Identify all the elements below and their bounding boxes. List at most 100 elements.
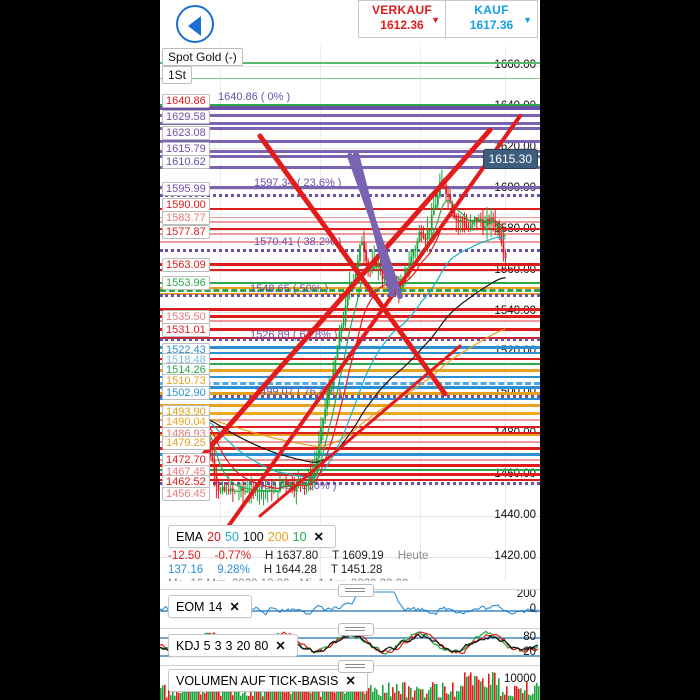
panel-resize-handle[interactable] <box>338 660 374 673</box>
sr-line <box>160 227 540 230</box>
fib-label: 1499.07 ( 76.4% ) <box>254 386 342 398</box>
sell-label: VERKAUF <box>371 3 433 17</box>
kdj-close-icon[interactable]: ✕ <box>275 639 286 653</box>
kdj-indicator-pill[interactable]: KDJ 5 3 3 20 80 ✕ <box>168 634 298 657</box>
kdj-param-3: 3 <box>225 639 233 653</box>
fib-line <box>160 395 540 399</box>
price-level-tag[interactable]: 1456.45 <box>162 487 210 501</box>
volume-scale-label: 10000 <box>504 673 536 685</box>
ema-period-10: 10 <box>292 530 307 544</box>
ema-label: EMA <box>176 530 204 544</box>
ema-close-icon[interactable]: ✕ <box>313 530 325 544</box>
sr-line <box>160 441 540 443</box>
stats-row-period: 137.16 9.28% H 1644.28 T 1451.28 <box>168 564 396 576</box>
sr-line <box>160 478 540 481</box>
sr-line <box>160 140 540 144</box>
date-range-label: Mo. 16 Mrz. 2020 12:00 - Mi. 1 Apr. 2020… <box>168 578 408 581</box>
sr-line <box>160 78 540 80</box>
fib-line <box>160 249 540 253</box>
kdj-scale-80: 80 <box>523 631 536 643</box>
fib-label: 1640.86 ( 0% ) <box>218 91 291 103</box>
price-level-tag[interactable]: 1595.99 <box>162 182 210 196</box>
eom-indicator-pill[interactable]: EOM 14 ✕ <box>168 595 252 618</box>
kdj-label: KDJ <box>176 639 200 653</box>
price-level-tag[interactable]: 1553.96 <box>162 276 210 290</box>
eom-close-icon[interactable]: ✕ <box>229 600 240 614</box>
gridline <box>160 270 540 272</box>
price-chart-panel[interactable]: 1660.001640.001620.001600.001580.001560.… <box>160 46 540 581</box>
eom-label: EOM <box>176 600 205 614</box>
kdj-param-3: 3 <box>214 639 222 653</box>
price-level-tag[interactable]: 1535.50 <box>162 310 210 324</box>
stats-row-today: -12.50 -0.77% H 1637.80 T 1609.19 Heute <box>168 550 438 562</box>
price-level-tag[interactable]: 1531.01 <box>162 323 210 337</box>
sr-line <box>160 319 540 322</box>
high-value: H 1637.80 <box>265 550 319 562</box>
price-level-tag[interactable]: 1629.58 <box>162 110 210 124</box>
price-level-tag[interactable]: 1615.79 <box>162 142 210 156</box>
low-value: T 1451.28 <box>330 564 383 576</box>
sell-quote-button[interactable]: VERKAUF 1612.36 ▼ <box>358 0 446 38</box>
fib-label: 1597.34 ( 23.6% ) <box>254 177 342 189</box>
sr-line <box>160 404 540 407</box>
volume-label: VOLUMEN AUF TICK-BASIS <box>176 674 339 688</box>
sr-line-dashed <box>160 381 540 385</box>
sr-line <box>160 458 540 461</box>
price-level-tag[interactable]: 1502.90 <box>162 386 210 400</box>
sell-caret-icon: ▼ <box>431 15 440 25</box>
back-button[interactable] <box>176 5 214 43</box>
fib-line <box>160 105 540 110</box>
symbol-tag[interactable]: Spot Gold (-) <box>162 48 243 66</box>
sr-line <box>160 281 540 285</box>
price-level-tag[interactable]: 1623.08 <box>162 126 210 140</box>
sr-line <box>160 241 540 243</box>
price-level-tag[interactable]: 1563.09 <box>162 258 210 272</box>
sr-line <box>160 216 540 219</box>
buy-price: 1617.36 <box>469 18 514 32</box>
change-percent: 9.28% <box>217 564 250 576</box>
sr-line <box>160 464 540 467</box>
trendline-purple-down-2 <box>353 151 395 297</box>
price-level-tag[interactable]: 1577.87 <box>162 225 210 239</box>
sr-line <box>160 127 540 130</box>
sr-line <box>160 453 540 456</box>
sr-line <box>160 473 540 477</box>
period-label: Heute <box>397 550 429 562</box>
price-level-tag[interactable]: 1583.77 <box>162 211 210 225</box>
ema-period-100: 100 <box>242 530 264 544</box>
sr-line <box>160 62 540 65</box>
buy-quote-button[interactable]: KAUF 1617.36 ▼ <box>446 0 538 38</box>
fib-label: 1570.41 ( 38.2% ) <box>254 236 342 248</box>
sr-line <box>160 418 540 421</box>
volume-indicator-pill[interactable]: VOLUMEN AUF TICK-BASIS ✕ <box>168 669 368 692</box>
fib-line <box>160 194 540 198</box>
sell-price: 1612.36 <box>380 18 424 32</box>
change-value: -12.50 <box>168 550 201 562</box>
price-level-tag[interactable]: 1479.25 <box>162 436 210 450</box>
price-level-tag[interactable]: 1610.62 <box>162 155 210 169</box>
change-value: 137.16 <box>168 564 204 576</box>
sr-line <box>160 268 540 271</box>
kdj-param-80: 80 <box>254 639 269 653</box>
sr-line <box>160 386 540 389</box>
eom-period: 14 <box>208 600 223 614</box>
top-bar: VERKAUF 1612.36 ▼ KAUF 1617.36 ▼ <box>160 0 540 46</box>
price-axis-label: 1660.00 <box>494 59 536 72</box>
kdj-scale-20: 20 <box>523 646 536 658</box>
volume-close-icon[interactable]: ✕ <box>345 674 356 688</box>
gridline <box>160 311 540 313</box>
low-value: T 1609.19 <box>332 550 384 562</box>
ema-indicator-pill[interactable]: EMA 20 50 100 200 10 ✕ <box>168 525 337 548</box>
back-triangle-icon <box>188 16 201 36</box>
sr-line <box>160 103 540 107</box>
sr-line <box>160 315 540 319</box>
panel-resize-handle[interactable] <box>338 623 374 636</box>
price-level-tag[interactable]: 1590.00 <box>162 198 210 212</box>
sr-line <box>160 346 540 349</box>
gridline <box>160 515 540 517</box>
ema-period-20: 20 <box>207 530 221 544</box>
panel-resize-handle[interactable] <box>338 584 374 597</box>
timeframe-tag[interactable]: 1St <box>162 66 193 84</box>
price-level-tag[interactable]: 1640.86 <box>162 94 210 108</box>
